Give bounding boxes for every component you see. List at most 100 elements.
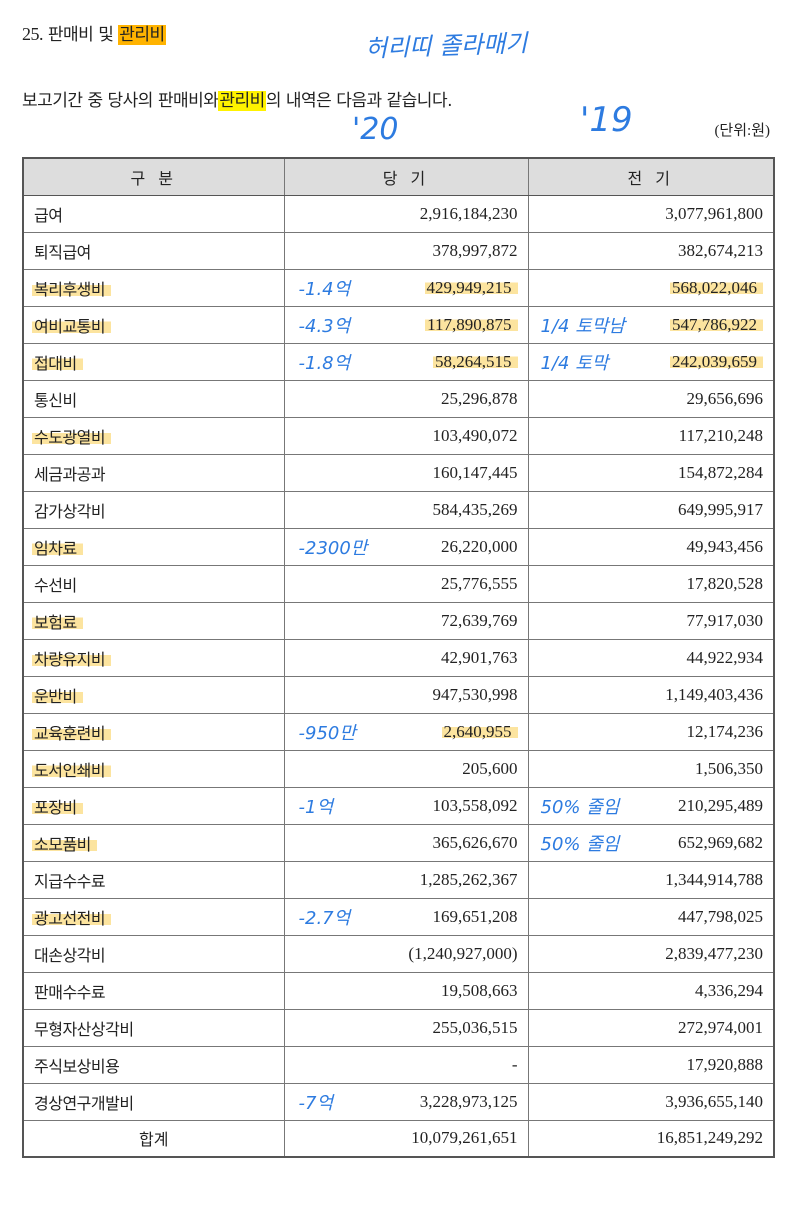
row-label: 운반비: [22, 675, 285, 714]
table-row: 포장비 -1억 103,558,092 50% 줄임 210,295,489: [22, 786, 775, 825]
total-prior: 16,851,249,292: [527, 1119, 775, 1158]
row-label-text: 경상연구개발비: [34, 1093, 134, 1113]
row-label-text: 세금과공과: [34, 464, 106, 484]
row-label: 광고선전비: [22, 897, 285, 936]
row-prior: 77,917,030: [527, 601, 775, 640]
row-prior-value: 44,922,934: [686, 647, 764, 667]
handwritten-prior-year: '19: [580, 100, 633, 140]
row-prior: 649,995,917: [527, 490, 775, 529]
table-row: 임차료 -2300만 26,220,000 49,943,456: [22, 527, 775, 566]
row-label: 차량유지비: [22, 638, 285, 677]
handwritten-note-current: -1.8억: [298, 352, 351, 374]
row-current: 365,626,670: [283, 823, 529, 862]
row-label-text: 소모품비: [32, 834, 97, 854]
row-label: 대손상각비: [22, 934, 285, 973]
row-prior-value: 242,039,659: [670, 351, 763, 371]
row-label-text: 감가상각비: [34, 501, 106, 521]
row-label-text: 포장비: [32, 797, 83, 817]
row-label-text: 대손상각비: [34, 945, 106, 965]
handwritten-note-current: -7억: [298, 1092, 334, 1114]
table-body: 급여 2,916,184,230 3,077,961,800 퇴직급여 378,997,…: [22, 194, 775, 1121]
row-label-text: 접대비: [32, 353, 83, 373]
row-label-text: 수도광열비: [32, 427, 112, 447]
row-prior: 117,210,248: [527, 416, 775, 455]
row-current-value: 378,997,872: [432, 240, 518, 260]
row-current-value: 26,220,000: [441, 536, 518, 556]
row-prior-value: 1,506,350: [695, 758, 763, 778]
row-label: 지급수수료: [22, 860, 285, 899]
row-prior: 1/4 토막남 547,786,922: [527, 305, 775, 344]
section-number: 25.: [22, 24, 44, 44]
row-prior-value: 210,295,489: [678, 795, 763, 815]
row-current: -2.7억 169,651,208: [283, 897, 529, 936]
intro-sentence: 보고기간 중 당사의 판매비와관리비의 내역은 다음과 같습니다.: [22, 86, 452, 111]
row-label-text: 여비교통비: [32, 316, 112, 336]
row-current: -1.8억 58,264,515: [283, 342, 529, 381]
table-row: 복리후생비 -1.4억 429,949,215 568,022,046: [22, 268, 775, 307]
row-label: 수도광열비: [22, 416, 285, 455]
table-row: 판매수수료 19,508,663 4,336,294: [22, 971, 775, 1010]
row-current-value: 3,228,973,125: [419, 1091, 518, 1111]
row-current: 947,530,998: [283, 675, 529, 714]
row-current-value: -: [511, 1054, 518, 1074]
row-current: 1,285,262,367: [283, 860, 529, 899]
row-label: 주식보상비용: [22, 1045, 285, 1084]
row-current: 19,508,663: [283, 971, 529, 1010]
handwritten-note-prior: 1/4 토막남: [540, 315, 625, 337]
handwritten-note-prior: 50% 줄임: [540, 833, 620, 855]
row-current: 378,997,872: [283, 231, 529, 270]
handwritten-note-prior: 1/4 토막: [540, 352, 609, 374]
row-prior-value: 447,798,025: [678, 906, 763, 926]
expense-table: 구 분 당 기 전 기 급여 2,916,184,230 3,077,961,800…: [22, 157, 775, 1158]
row-prior-value: 382,674,213: [678, 240, 763, 260]
table-row: 교육훈련비 -950만 2,640,955 12,174,236: [22, 712, 775, 751]
row-prior: 568,022,046: [527, 268, 775, 307]
row-prior: 17,820,528: [527, 564, 775, 603]
row-prior: 382,674,213: [527, 231, 775, 270]
row-prior-value: 272,974,001: [678, 1017, 763, 1037]
header-category: 구 분: [22, 157, 285, 196]
section-title: 25. 판매비 및 관리비: [22, 20, 166, 45]
row-current: (1,240,927,000): [283, 934, 529, 973]
row-label-text: 임차료: [32, 538, 83, 558]
row-prior: 154,872,284: [527, 453, 775, 492]
handwritten-current-year: '20: [352, 112, 399, 147]
row-current: 72,639,769: [283, 601, 529, 640]
row-label-text: 교육훈련비: [32, 723, 112, 743]
row-current-value: 947,530,998: [432, 684, 518, 704]
header-current-period: 당 기: [283, 157, 529, 196]
row-prior: 17,920,888: [527, 1045, 775, 1084]
row-label: 접대비: [22, 342, 285, 381]
row-current: 25,296,878: [283, 379, 529, 418]
row-label-text: 보험료: [32, 612, 83, 632]
row-label-text: 도서인쇄비: [32, 760, 112, 780]
row-prior-value: 4,336,294: [695, 980, 763, 1000]
row-prior-value: 3,936,655,140: [665, 1091, 763, 1111]
row-current: 584,435,269: [283, 490, 529, 529]
header-prior-period: 전 기: [527, 157, 775, 196]
row-current-value: 19,508,663: [441, 980, 518, 1000]
row-current: -1억 103,558,092: [283, 786, 529, 825]
row-current-value: 117,890,875: [425, 314, 518, 334]
row-label-text: 급여: [34, 205, 63, 225]
handwritten-note-current: -1억: [298, 796, 334, 818]
table-row: 퇴직급여 378,997,872 382,674,213: [22, 231, 775, 270]
row-prior: 1,344,914,788: [527, 860, 775, 899]
intro-highlight: 관리비: [218, 91, 266, 111]
row-current: 205,600: [283, 749, 529, 788]
row-label-text: 운반비: [32, 686, 83, 706]
row-label-text: 수선비: [34, 575, 77, 595]
row-prior-value: 117,210,248: [678, 425, 763, 445]
row-prior: 1,149,403,436: [527, 675, 775, 714]
row-prior-value: 17,920,888: [686, 1054, 764, 1074]
section-title-highlight: 관리비: [118, 25, 166, 45]
table-row: 무형자산상각비 255,036,515 272,974,001: [22, 1008, 775, 1047]
row-prior: 44,922,934: [527, 638, 775, 677]
table-row: 통신비 25,296,878 29,656,696: [22, 379, 775, 418]
unit-label: (단위:원): [714, 123, 770, 139]
intro-text-after: 의 내역은 다음과 같습니다.: [265, 91, 453, 111]
row-current-value: 25,296,878: [441, 388, 518, 408]
total-label: 합계: [22, 1119, 285, 1158]
row-current-value: 584,435,269: [432, 499, 518, 519]
row-current-value: 2,916,184,230: [419, 203, 518, 223]
